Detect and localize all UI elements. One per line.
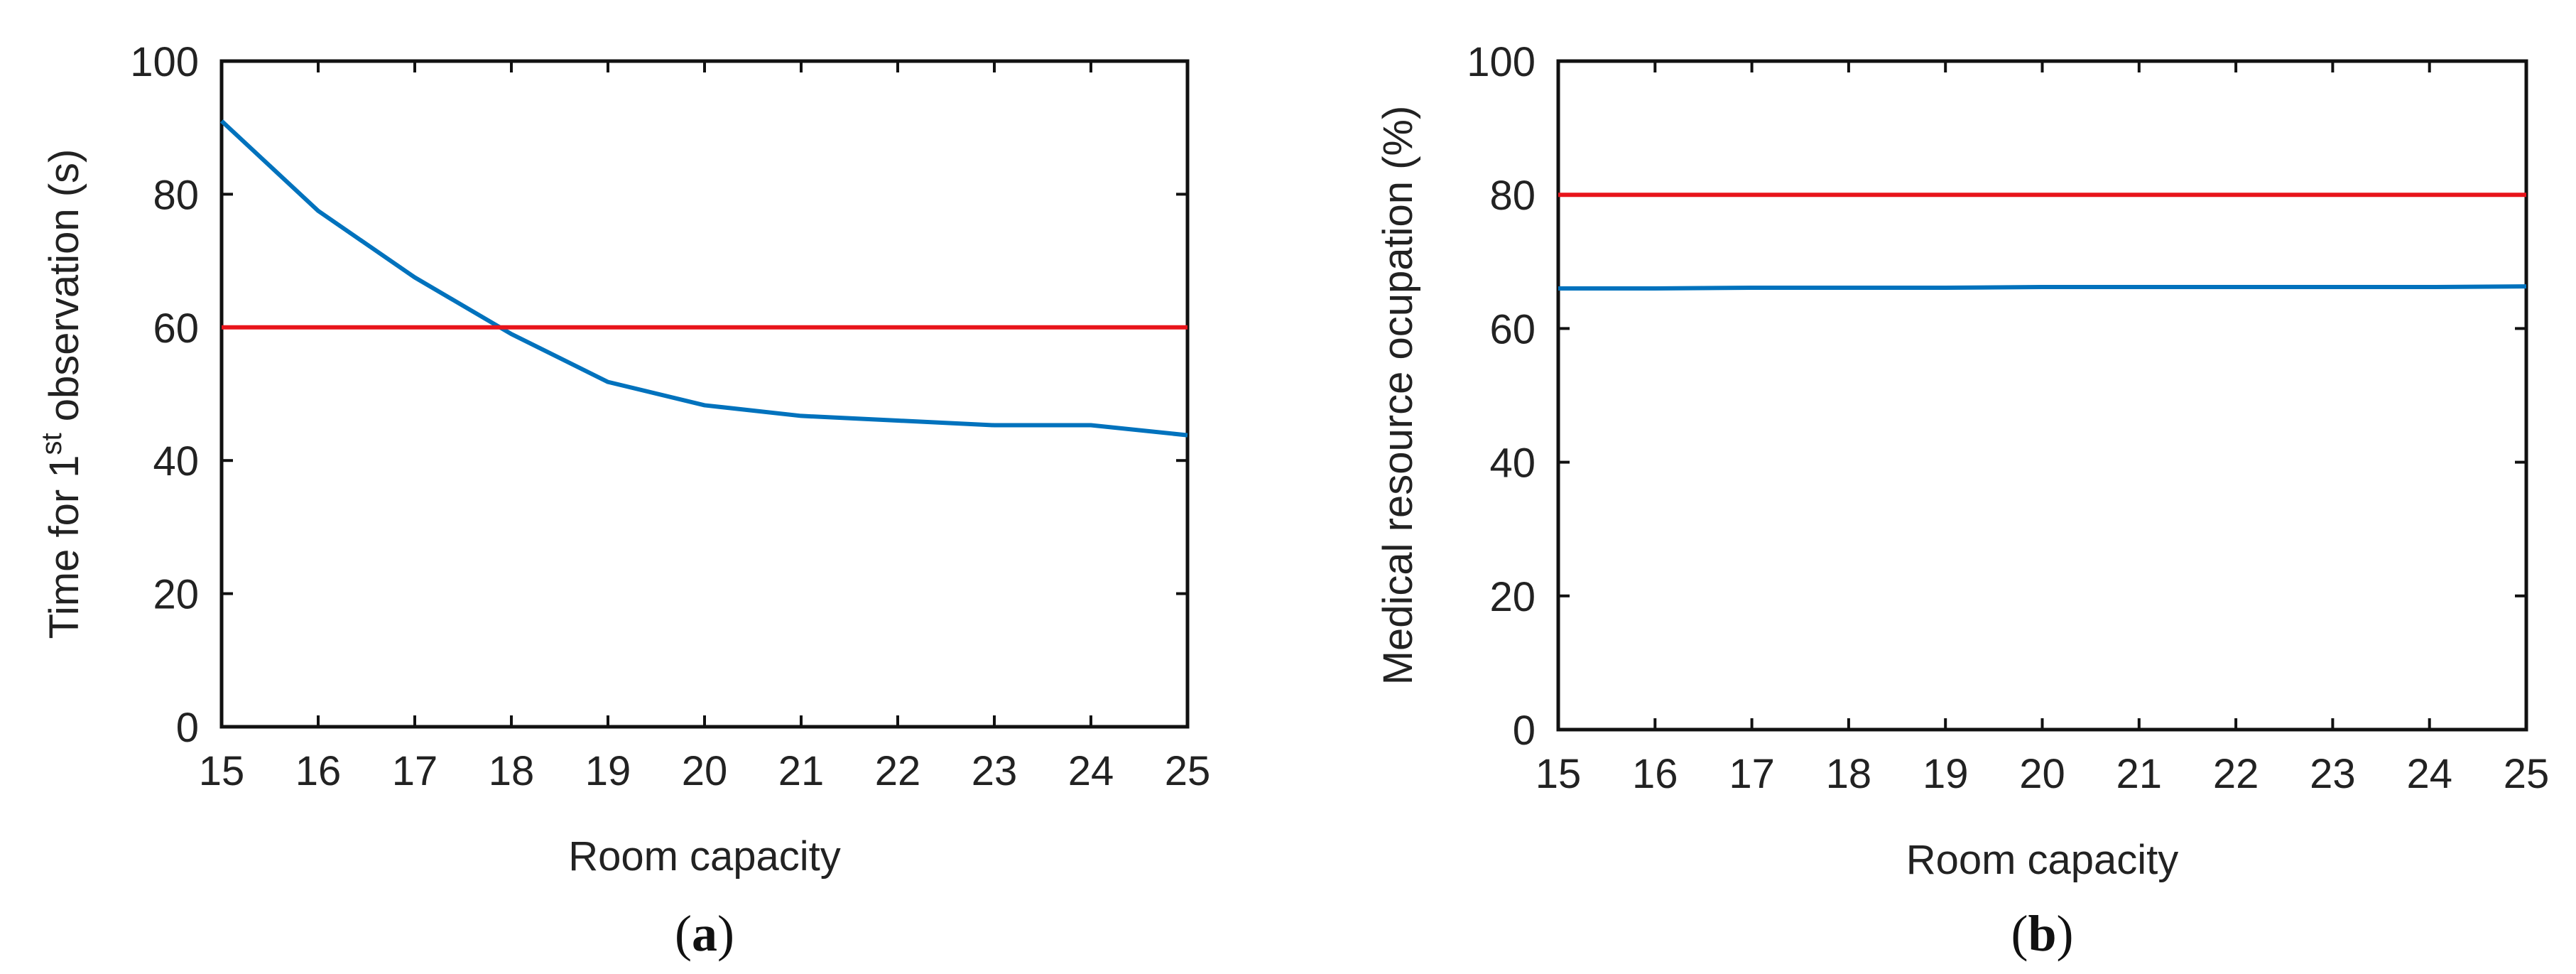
data-point-simulated: [1185, 433, 1190, 438]
data-point-simulated: [413, 276, 417, 280]
y-tick-label: 0: [1513, 708, 1536, 754]
data-point-simulated: [509, 332, 513, 336]
x-tick-label: 19: [1923, 751, 1969, 797]
series-line-simulated: [219, 119, 1188, 438]
data-point-simulated: [316, 209, 320, 213]
y-axis-label-text: Medical resource ocupation (%): [1375, 106, 1421, 686]
y-axis-label-text: Time for 1: [41, 455, 87, 639]
x-tick-label: 23: [2310, 751, 2356, 797]
data-point-threshold: [1556, 193, 1560, 197]
data-point-threshold: [799, 325, 803, 330]
y-tick-label: 60: [1489, 306, 1536, 352]
x-tick-label: 25: [1165, 748, 1211, 794]
x-tick-label: 15: [1536, 751, 1582, 797]
data-point-threshold: [1847, 193, 1851, 197]
y-tick-label: 40: [153, 438, 199, 485]
y-axis-label-superscript: st: [36, 433, 67, 455]
x-tick-label: 21: [778, 748, 825, 794]
data-point-simulated: [2040, 285, 2045, 289]
plot-frame: [1556, 59, 2528, 732]
data-point-simulated: [2524, 284, 2528, 288]
y-tick-label: 40: [1489, 440, 1536, 487]
panel-label: (b): [2011, 905, 2073, 962]
data-point-simulated: [896, 418, 900, 423]
panel-letter: a: [692, 905, 717, 962]
data-point-simulated: [1847, 286, 1851, 290]
y-tick-label: 80: [153, 172, 199, 218]
data-point-threshold: [2137, 193, 2141, 197]
data-point-simulated: [606, 380, 610, 384]
panel-label: (a): [675, 905, 734, 962]
y-tick-label: 20: [153, 572, 199, 618]
data-point-simulated: [1556, 286, 1560, 291]
plot-frame: [219, 59, 1190, 729]
data-point-threshold: [1750, 193, 1754, 197]
data-point-threshold: [1185, 325, 1190, 330]
data-point-threshold: [992, 325, 996, 330]
data-point-simulated: [1089, 423, 1093, 428]
x-tick-label: 17: [1729, 751, 1775, 797]
x-tick-label: 20: [2019, 751, 2065, 797]
data-point-threshold: [2040, 193, 2045, 197]
panel-letter: b: [2028, 905, 2056, 962]
data-point-threshold: [702, 325, 707, 330]
data-point-threshold: [1089, 325, 1093, 330]
panel-b-chart: 15 16 17 18 19 20 21 22 23 24 25 0 20 40 60 80 100 Room c…: [1375, 39, 2549, 962]
x-tick-label: 25: [2504, 751, 2550, 797]
data-point-threshold: [2234, 193, 2238, 197]
y-axis-label-text-end: observation (s): [41, 149, 87, 433]
x-tick-label: 23: [972, 748, 1018, 794]
data-point-threshold: [413, 325, 417, 330]
data-point-simulated: [2137, 285, 2141, 289]
data-point-simulated: [2234, 285, 2238, 289]
data-point-simulated: [799, 413, 803, 418]
data-point-threshold: [2524, 193, 2528, 197]
series-line-simulated: [1558, 284, 2527, 291]
y-tick-label: 80: [1489, 173, 1536, 219]
x-tick-label: 16: [295, 748, 342, 794]
data-point-threshold: [509, 325, 513, 330]
panel-a-chart: 15 16 17 18 19 20 21 22 23 24 25 0 20 40 60 80 100 Room c…: [36, 39, 1210, 962]
data-point-simulated: [702, 403, 707, 407]
data-point-threshold: [2330, 193, 2335, 197]
data-point-simulated: [992, 423, 996, 428]
y-tick-label: 100: [130, 39, 199, 85]
x-tick-label: 21: [2116, 751, 2163, 797]
x-tick-label: 18: [1826, 751, 1872, 797]
data-point-simulated: [2330, 285, 2335, 289]
x-tick-label: 15: [199, 748, 245, 794]
x-axis-label: Room capacity: [1906, 837, 2179, 883]
x-tick-label: 24: [1068, 748, 1114, 794]
data-point-threshold: [1943, 193, 1947, 197]
x-tick-label: 19: [585, 748, 631, 794]
data-point-threshold: [2428, 193, 2432, 197]
y-tick-label: 60: [153, 305, 199, 352]
data-point-threshold: [316, 325, 320, 330]
data-point-threshold: [896, 325, 900, 330]
x-tick-label: 16: [1632, 751, 1678, 797]
data-point-threshold: [606, 325, 610, 330]
y-tick-label: 0: [176, 705, 199, 751]
x-tick-label: 24: [2406, 751, 2452, 797]
x-tick-label: 18: [489, 748, 535, 794]
data-point-simulated: [1750, 286, 1754, 290]
data-point-simulated: [2428, 285, 2432, 289]
y-axis-label: Medical resource ocupation (%): [1375, 106, 1421, 686]
y-tick-label: 100: [1467, 39, 1536, 85]
x-tick-label: 22: [875, 748, 921, 794]
x-tick-label: 22: [2213, 751, 2259, 797]
data-point-simulated: [219, 119, 224, 123]
x-tick-label: 20: [682, 748, 728, 794]
data-point-threshold: [1653, 193, 1657, 197]
y-tick-label: 20: [1489, 574, 1536, 620]
x-axis-label: Room capacity: [568, 833, 841, 880]
data-point-simulated: [1653, 286, 1657, 291]
y-axis-label: Time for 1st observation (s): [36, 149, 87, 639]
data-point-threshold: [219, 325, 224, 330]
data-point-simulated: [1943, 286, 1947, 290]
x-tick-label: 17: [392, 748, 438, 794]
